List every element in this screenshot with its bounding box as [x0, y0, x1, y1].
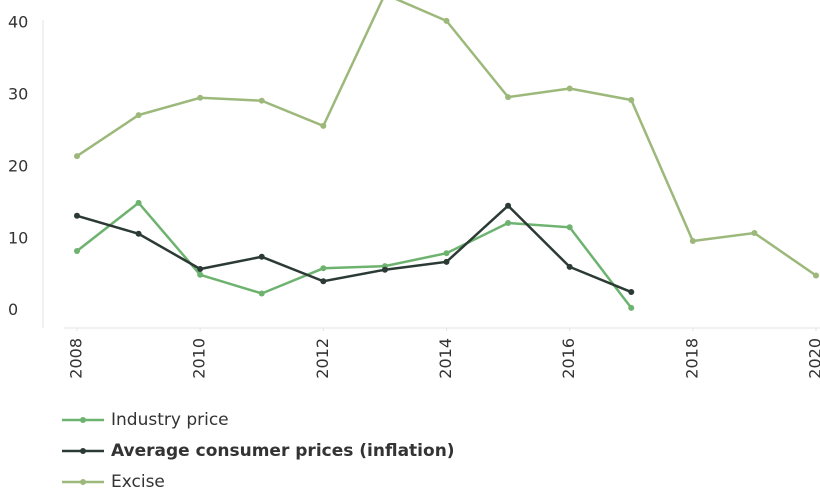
data-point	[135, 112, 142, 119]
data-point	[135, 230, 142, 237]
data-point	[505, 202, 512, 209]
data-point	[197, 266, 204, 273]
plot-area	[74, 0, 819, 311]
data-point	[443, 250, 450, 257]
legend-label: Average consumer prices (inflation)	[111, 441, 455, 461]
data-point	[320, 278, 327, 285]
data-point	[813, 272, 819, 279]
x-tick-label: 2014	[436, 338, 455, 379]
x-tick-label: 2018	[682, 338, 701, 379]
legend-marker	[80, 417, 86, 423]
x-tick-label: 2012	[313, 338, 332, 379]
series-line	[76, 203, 632, 294]
data-point	[628, 304, 635, 311]
legend-label: Industry price	[111, 410, 229, 430]
series-line	[76, 0, 817, 277]
data-point	[443, 17, 450, 24]
data-point	[74, 153, 80, 160]
data-point	[689, 237, 696, 244]
data-point	[505, 94, 512, 101]
series-line	[76, 201, 633, 309]
data-point	[197, 271, 204, 278]
data-point	[258, 97, 265, 104]
x-tick-label: 2008	[67, 338, 86, 379]
y-tick-label: 40	[8, 13, 28, 32]
data-point	[628, 289, 635, 296]
data-point	[381, 266, 388, 273]
data-point	[751, 230, 758, 237]
legend: Industry price Average consumer prices (i…	[62, 410, 455, 488]
x-tick-label: 2016	[559, 338, 578, 379]
y-tick-label: 0	[8, 300, 18, 319]
legend-marker	[80, 448, 86, 454]
data-point	[258, 290, 265, 297]
data-point	[566, 224, 573, 231]
y-tick-label: 30	[8, 84, 28, 103]
x-tick-label: 2020	[806, 338, 820, 379]
x-tick-label: 2010	[190, 338, 209, 379]
data-point	[505, 219, 512, 226]
y-tick-label: 10	[8, 228, 28, 247]
data-point	[566, 263, 573, 270]
data-point	[320, 122, 327, 129]
data-point	[566, 85, 573, 92]
data-point	[135, 199, 142, 206]
legend-marker	[80, 479, 86, 485]
data-point	[628, 96, 635, 103]
data-point	[74, 212, 80, 219]
y-tick-label: 20	[8, 156, 28, 175]
legend-label: Excise	[111, 472, 165, 488]
data-point	[320, 265, 327, 272]
data-point	[197, 94, 204, 101]
data-point	[258, 253, 265, 260]
data-point	[443, 258, 450, 265]
data-point	[74, 248, 80, 255]
